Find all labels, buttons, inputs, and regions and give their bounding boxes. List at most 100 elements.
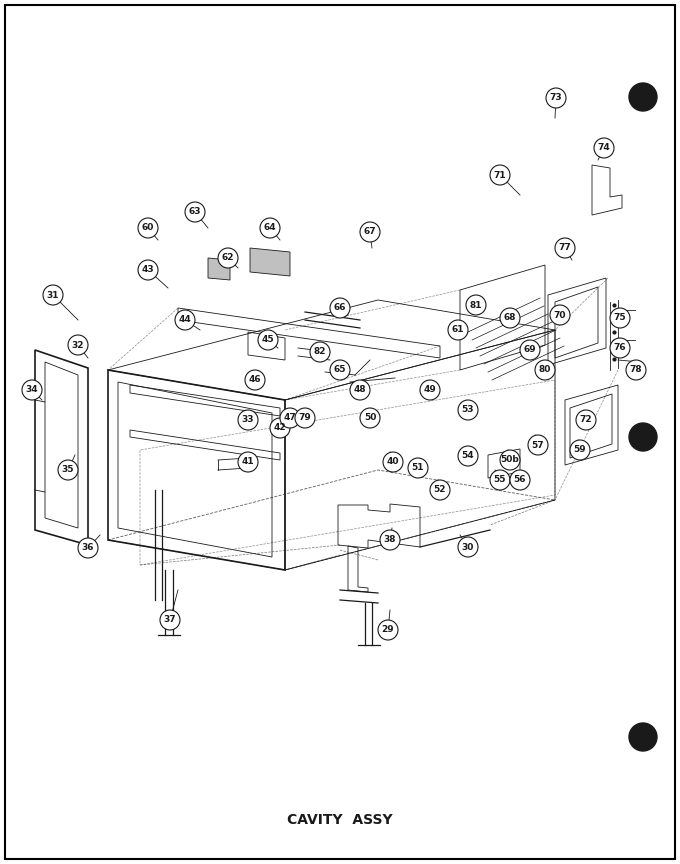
Text: 44: 44 — [179, 315, 191, 325]
Text: CAVITY  ASSY: CAVITY ASSY — [287, 813, 393, 827]
Text: 30: 30 — [462, 543, 474, 551]
Circle shape — [458, 400, 478, 420]
Circle shape — [610, 338, 630, 358]
Text: 69: 69 — [524, 346, 537, 354]
Text: 49: 49 — [424, 385, 437, 395]
Circle shape — [629, 723, 657, 751]
Text: 37: 37 — [164, 615, 176, 625]
Text: 45: 45 — [262, 335, 274, 345]
Text: 77: 77 — [559, 244, 571, 252]
Text: 53: 53 — [462, 405, 474, 415]
Circle shape — [238, 410, 258, 430]
Text: 63: 63 — [189, 207, 201, 217]
Circle shape — [550, 305, 570, 325]
Text: 61: 61 — [452, 326, 464, 334]
Circle shape — [245, 370, 265, 390]
Circle shape — [260, 218, 280, 238]
Circle shape — [629, 83, 657, 111]
Circle shape — [458, 446, 478, 466]
Text: 74: 74 — [598, 143, 611, 153]
Text: 41: 41 — [241, 458, 254, 467]
Text: 43: 43 — [141, 265, 154, 275]
Circle shape — [555, 238, 575, 258]
Text: 68: 68 — [504, 314, 516, 322]
Text: 71: 71 — [494, 170, 507, 180]
Circle shape — [448, 320, 468, 340]
Circle shape — [383, 452, 403, 472]
Circle shape — [378, 620, 398, 640]
Circle shape — [594, 138, 614, 158]
Text: 60: 60 — [142, 224, 154, 232]
Text: 36: 36 — [82, 543, 95, 552]
Circle shape — [420, 380, 440, 400]
Text: 55: 55 — [494, 475, 506, 485]
Circle shape — [350, 380, 370, 400]
Circle shape — [330, 298, 350, 318]
Text: 47: 47 — [284, 414, 296, 422]
Text: 52: 52 — [434, 486, 446, 494]
Circle shape — [520, 340, 540, 360]
Text: 62: 62 — [222, 253, 234, 263]
Circle shape — [490, 165, 510, 185]
Text: 31: 31 — [47, 290, 59, 300]
Circle shape — [295, 408, 315, 428]
Text: 64: 64 — [264, 224, 276, 232]
Circle shape — [535, 360, 555, 380]
Circle shape — [360, 408, 380, 428]
Text: 35: 35 — [62, 466, 74, 474]
Circle shape — [280, 408, 300, 428]
Text: 42: 42 — [273, 423, 286, 433]
Circle shape — [330, 360, 350, 380]
Circle shape — [500, 450, 520, 470]
Text: 70: 70 — [554, 310, 566, 320]
Circle shape — [546, 88, 566, 108]
Circle shape — [528, 435, 548, 455]
Circle shape — [610, 308, 630, 328]
Text: 29: 29 — [381, 626, 394, 634]
Text: 79: 79 — [299, 414, 311, 422]
Circle shape — [490, 470, 510, 490]
Text: 80: 80 — [539, 365, 551, 374]
Circle shape — [58, 460, 78, 480]
Circle shape — [138, 260, 158, 280]
Circle shape — [78, 538, 98, 558]
Text: 75: 75 — [613, 314, 626, 322]
Text: 82: 82 — [313, 347, 326, 357]
Text: 56: 56 — [514, 475, 526, 485]
Circle shape — [175, 310, 195, 330]
Text: 57: 57 — [532, 441, 544, 449]
Text: 72: 72 — [579, 416, 592, 424]
Circle shape — [576, 410, 596, 430]
Circle shape — [270, 418, 290, 438]
Text: 78: 78 — [630, 365, 643, 374]
Circle shape — [430, 480, 450, 500]
Text: 33: 33 — [242, 416, 254, 424]
Circle shape — [458, 537, 478, 557]
Circle shape — [238, 452, 258, 472]
Circle shape — [510, 470, 530, 490]
Text: 46: 46 — [249, 376, 261, 384]
Text: 65: 65 — [334, 365, 346, 374]
Polygon shape — [250, 248, 290, 276]
Circle shape — [360, 222, 380, 242]
Circle shape — [258, 330, 278, 350]
Circle shape — [185, 202, 205, 222]
Text: 32: 32 — [72, 340, 84, 350]
Circle shape — [22, 380, 42, 400]
Circle shape — [629, 423, 657, 451]
Text: 73: 73 — [549, 93, 562, 103]
Circle shape — [68, 335, 88, 355]
Circle shape — [160, 610, 180, 630]
Text: 38: 38 — [384, 536, 396, 544]
Text: 81: 81 — [470, 301, 482, 309]
Circle shape — [570, 440, 590, 460]
Circle shape — [310, 342, 330, 362]
Text: 54: 54 — [462, 452, 475, 461]
Circle shape — [43, 285, 63, 305]
Circle shape — [380, 530, 400, 550]
Text: 40: 40 — [387, 458, 399, 467]
Text: 48: 48 — [354, 385, 367, 395]
Text: 50b: 50b — [500, 455, 520, 465]
Circle shape — [408, 458, 428, 478]
Text: 67: 67 — [364, 227, 376, 237]
